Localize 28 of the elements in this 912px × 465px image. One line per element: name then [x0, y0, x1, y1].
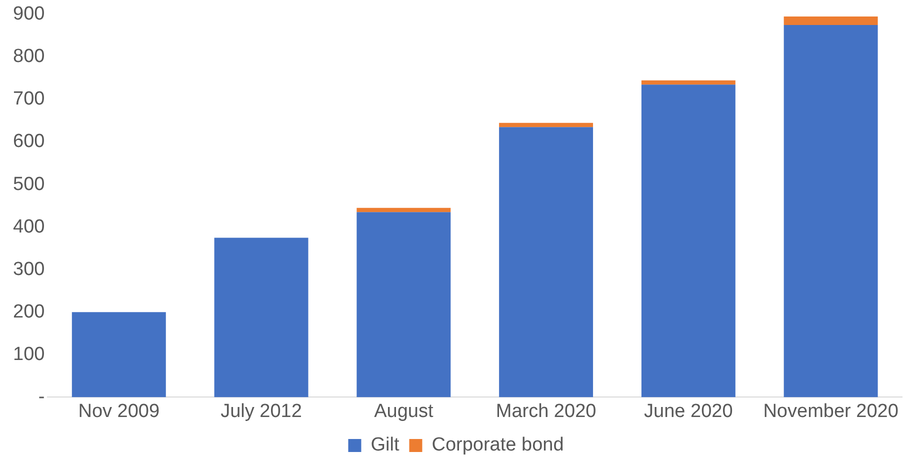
bar — [499, 127, 594, 398]
x-tick-label: June 2020 — [644, 400, 733, 422]
y-tick-label: 400 — [13, 216, 45, 238]
y-tick-label: 500 — [13, 174, 45, 195]
bar — [641, 84, 736, 398]
bar — [214, 238, 308, 398]
y-tick-label: 800 — [13, 46, 45, 68]
x-tick-label: July 2012 — [220, 400, 302, 422]
bar — [499, 122, 594, 128]
bar — [784, 25, 878, 398]
legend-label: Corporate bond — [432, 434, 564, 456]
y-tick-label: 100 — [13, 344, 45, 365]
y-tick-label: 200 — [13, 301, 45, 322]
x-tick-label: August — [374, 400, 434, 422]
bar — [356, 208, 451, 212]
x-tick-label: Nov 2009 — [78, 400, 160, 422]
legend-label: Gilt — [370, 434, 400, 456]
y-tick-label: 700 — [13, 88, 45, 110]
x-tick-label: March 2020 — [496, 400, 596, 422]
bar — [641, 80, 736, 85]
y-tick-label: 600 — [13, 131, 45, 152]
y-tick-label: 900 — [13, 4, 45, 25]
bar — [72, 312, 166, 398]
x-tick-label: November 2020 — [763, 400, 898, 422]
y-tick-label: - — [38, 386, 45, 408]
y-tick-label: 300 — [13, 258, 45, 280]
bar — [784, 16, 878, 26]
bar — [356, 212, 451, 398]
